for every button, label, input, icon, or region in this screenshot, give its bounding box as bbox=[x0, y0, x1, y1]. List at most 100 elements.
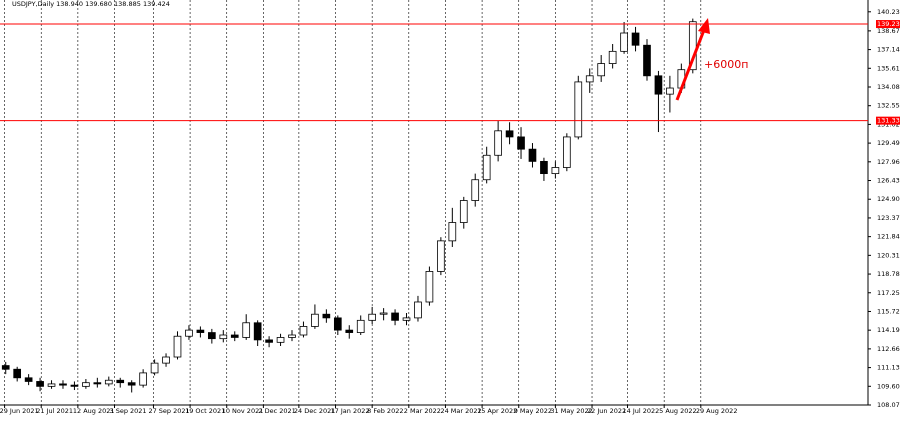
y-tick-label: 134.085 bbox=[877, 83, 900, 91]
candle-body bbox=[688, 21, 697, 71]
candle-body bbox=[356, 319, 365, 333]
candle-body bbox=[391, 312, 399, 321]
x-tick-label: 24 Mar 2022 bbox=[440, 407, 481, 415]
candle-body bbox=[104, 379, 113, 385]
y-tick-label: 132.555 bbox=[877, 102, 900, 110]
level-label-bg bbox=[876, 116, 900, 125]
candle-body bbox=[345, 329, 354, 333]
y-tick-label: 140.235 bbox=[877, 8, 900, 16]
candle-body bbox=[47, 383, 56, 387]
candle-body bbox=[437, 240, 445, 272]
y-tick-label: 129.495 bbox=[877, 139, 900, 147]
candle-body bbox=[219, 334, 228, 340]
y-tick-label: 112.665 bbox=[877, 345, 900, 353]
candle-body bbox=[608, 50, 617, 64]
candle-body bbox=[425, 271, 434, 303]
y-tick-label: 126.435 bbox=[877, 177, 900, 185]
candle-body bbox=[208, 332, 216, 340]
candle-body bbox=[242, 322, 251, 338]
x-tick-label: 3 Sep 2021 bbox=[110, 407, 147, 415]
level-label-bg bbox=[876, 20, 900, 29]
candle-body bbox=[368, 313, 376, 321]
candle-body bbox=[562, 136, 571, 168]
candle-body bbox=[620, 32, 628, 52]
x-tick-label: 2 Mar 2022 bbox=[404, 407, 441, 415]
y-tick-label: 127.965 bbox=[877, 158, 900, 166]
x-tick-label: 29 Jun 2021 bbox=[0, 407, 39, 415]
y-tick-label: 115.725 bbox=[877, 307, 900, 315]
candle-body bbox=[643, 44, 651, 77]
y-tick-label: 109.605 bbox=[877, 382, 900, 390]
candle-body bbox=[276, 337, 285, 343]
arrow-head bbox=[698, 18, 710, 34]
x-tick-label: 29 Aug 2022 bbox=[696, 407, 738, 415]
candle-body bbox=[402, 317, 411, 321]
candle-body bbox=[322, 313, 331, 319]
candle-body bbox=[505, 130, 514, 138]
candle-body bbox=[517, 136, 525, 150]
x-tick-label: 9 May 2022 bbox=[514, 407, 552, 415]
x-tick-label: 27 Sep 2021 bbox=[148, 407, 189, 415]
candle-body bbox=[551, 167, 560, 175]
candle-body bbox=[471, 179, 480, 201]
level-label: 131.332 bbox=[877, 117, 900, 125]
x-tick-label: 17 Jan 2022 bbox=[331, 407, 370, 415]
candle-body bbox=[150, 362, 159, 374]
candle-body bbox=[482, 154, 491, 181]
candle-body bbox=[494, 130, 502, 156]
candle-body bbox=[459, 200, 468, 223]
candle-body bbox=[36, 381, 44, 387]
x-tick-label: 21 Jul 2021 bbox=[36, 407, 73, 415]
y-tick-label: 117.255 bbox=[877, 289, 900, 297]
x-tick-label: 8 Feb 2022 bbox=[367, 407, 403, 415]
candle-body bbox=[379, 312, 388, 315]
arrow-shaft bbox=[675, 29, 706, 101]
x-tick-label: 10 Nov 2021 bbox=[222, 407, 264, 415]
candle-body bbox=[173, 335, 182, 358]
candle-body bbox=[82, 382, 90, 387]
candle-body bbox=[127, 382, 136, 386]
annotation: +6000п bbox=[704, 58, 748, 71]
x-tick-label: 12 Aug 2021 bbox=[73, 407, 115, 415]
candle-body bbox=[631, 32, 640, 46]
candle-body bbox=[414, 301, 422, 319]
candle-body bbox=[265, 339, 273, 343]
y-tick-label: 138.675 bbox=[877, 27, 900, 35]
y-tick-label: 137.145 bbox=[877, 46, 900, 54]
candle-body bbox=[311, 313, 319, 327]
candle-body bbox=[299, 326, 308, 336]
candle-body bbox=[185, 329, 193, 337]
x-tick-label: 31 May 2022 bbox=[550, 407, 592, 415]
candle-body bbox=[574, 81, 583, 138]
y-tick-label: 111.135 bbox=[877, 364, 900, 372]
candle-body bbox=[585, 75, 594, 83]
candle-body bbox=[93, 382, 102, 385]
y-tick-label: 114.195 bbox=[877, 326, 900, 334]
y-tick-label: 121.845 bbox=[877, 233, 900, 241]
x-tick-label: 19 Oct 2021 bbox=[185, 407, 225, 415]
candle-body bbox=[333, 317, 342, 331]
x-tick-label: 22 Jun 2022 bbox=[587, 407, 626, 415]
candle-body bbox=[24, 377, 33, 382]
candle-body bbox=[116, 379, 125, 384]
x-tick-label: 5 Aug 2022 bbox=[659, 407, 697, 415]
candle-body bbox=[13, 368, 22, 379]
level-label: 139.234 bbox=[877, 20, 900, 28]
candle-body bbox=[253, 322, 262, 341]
candle-body bbox=[139, 372, 147, 386]
candle-body bbox=[528, 148, 537, 162]
candle-body bbox=[666, 87, 674, 95]
y-tick-label: 108.075 bbox=[877, 401, 900, 409]
y-tick-label: 120.315 bbox=[877, 251, 900, 259]
x-tick-label: 15 Apr 2022 bbox=[477, 407, 517, 415]
y-tick-label: 124.905 bbox=[877, 195, 900, 203]
y-tick-label: 118.785 bbox=[877, 270, 900, 278]
candle-body bbox=[1, 365, 10, 370]
candle-body bbox=[162, 356, 170, 364]
y-tick-label: 135.615 bbox=[877, 64, 900, 72]
candle-body bbox=[288, 334, 296, 338]
candle-body bbox=[196, 329, 205, 333]
